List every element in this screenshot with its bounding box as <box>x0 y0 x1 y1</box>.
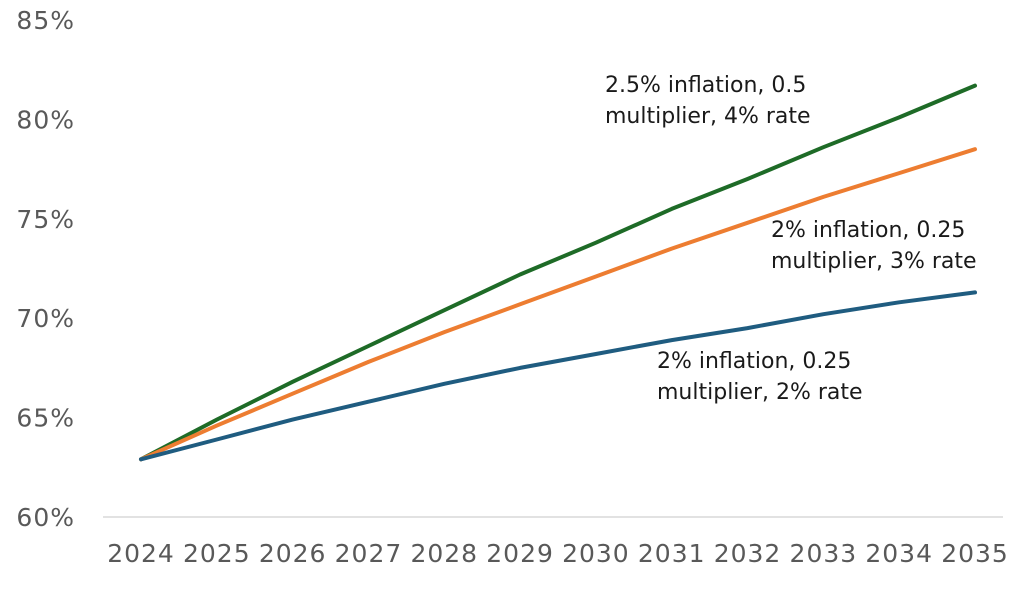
series-lines <box>139 83 977 462</box>
series-line-3 <box>139 290 977 462</box>
y-tick-label: 70% <box>16 304 75 333</box>
series-label-line: 2.5% inflation, 0.5 <box>605 73 806 98</box>
series-label-1: 2.5% inflation, 0.5 multiplier, 4% rate <box>605 73 811 129</box>
x-tick-label: 2035 <box>941 539 1009 568</box>
x-tick-label: 2026 <box>259 539 327 568</box>
y-tick-label: 80% <box>16 105 75 134</box>
x-tick-label: 2030 <box>562 539 630 568</box>
series-label-line: multiplier, 3% rate <box>771 249 977 274</box>
series-label-line: 2% inflation, 0.25 <box>657 349 851 374</box>
y-tick-label: 75% <box>16 205 75 234</box>
x-tick-label: 2028 <box>410 539 478 568</box>
series-line-2 <box>139 147 977 462</box>
y-tick-label: 60% <box>16 503 75 532</box>
series-label-line: 2% inflation, 0.25 <box>771 218 965 243</box>
x-tick-label: 2027 <box>335 539 403 568</box>
series-label-3: 2% inflation, 0.25 multiplier, 2% rate <box>657 349 863 405</box>
x-axis-tick-labels: 2024 2025 2026 2027 2028 2029 2030 2031 2032 2033… <box>107 539 1009 568</box>
x-tick-label: 2031 <box>638 539 706 568</box>
series-annotations: 2.5% inflation, 0.5 multiplier, 4% rate 2%… <box>605 73 977 405</box>
series-label-line: multiplier, 4% rate <box>605 104 811 129</box>
series-label-2: 2% inflation, 0.25 multiplier, 3% rate <box>771 218 977 274</box>
x-tick-label: 2033 <box>790 539 858 568</box>
series-line-1 <box>139 83 977 462</box>
x-tick-label: 2034 <box>865 539 933 568</box>
x-tick-label: 2032 <box>714 539 782 568</box>
series-label-line: multiplier, 2% rate <box>657 380 863 405</box>
y-tick-label: 85% <box>16 6 75 35</box>
x-tick-label: 2024 <box>107 539 175 568</box>
y-axis-tick-labels: 60% 65% 70% 75% 80% 85% <box>16 6 75 532</box>
x-tick-label: 2025 <box>183 539 251 568</box>
x-tick-label: 2029 <box>486 539 554 568</box>
y-tick-label: 65% <box>16 404 75 433</box>
